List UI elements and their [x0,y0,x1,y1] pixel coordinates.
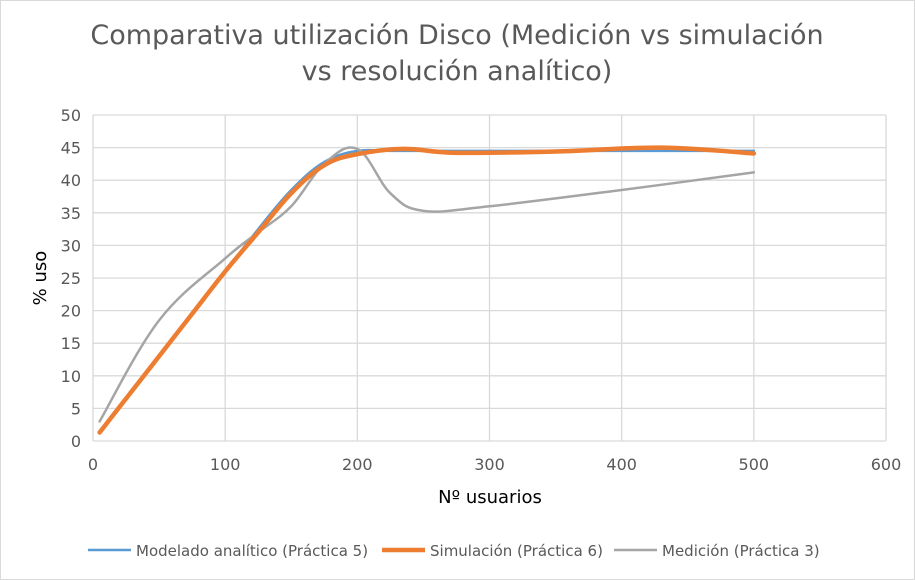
series-line-1 [98,148,756,434]
legend-label: Medición (Práctica 3) [662,542,820,560]
y-tick-label: 45 [61,139,81,158]
legend-label: Modelado analítico (Práctica 5) [136,542,368,560]
x-tick-label: 0 [88,455,98,474]
chart-title-line1: Comparativa utilización Disco (Medición … [90,20,823,51]
gridlines [92,114,887,442]
x-tick-labels: 0 100 200 300 400 500 600 [88,455,901,474]
legend: Modelado analítico (Práctica 5) Simulació… [88,542,820,560]
x-tick-label: 100 [210,455,241,474]
y-tick-label: 50 [61,106,81,125]
x-tick-label: 400 [606,455,637,474]
chart-title-line2: vs resolución analítico) [302,56,613,87]
x-tick-label: 600 [871,455,902,474]
series-line-2 [97,145,757,435]
legend-label: Simulación (Práctica 6) [430,542,603,560]
y-tick-label: 15 [61,334,81,353]
y-tick-label: 0 [71,432,81,451]
y-axis-label: % uso [30,251,51,306]
y-tick-label: 40 [61,171,81,190]
x-tick-label: 200 [342,455,373,474]
y-tick-label: 20 [61,302,81,321]
y-tick-label: 35 [61,204,81,223]
x-tick-label: 500 [739,455,770,474]
series-line-3 [98,146,756,423]
y-tick-label: 25 [61,269,81,288]
x-axis-label: Nº usuarios [438,487,542,508]
y-tick-labels: 0 5 10 15 20 25 30 35 40 45 50 [61,106,81,451]
y-tick-label: 30 [61,236,81,255]
x-tick-label: 300 [474,455,505,474]
y-tick-label: 10 [61,367,81,386]
y-tick-label: 5 [71,399,81,418]
series-lines [97,145,757,435]
